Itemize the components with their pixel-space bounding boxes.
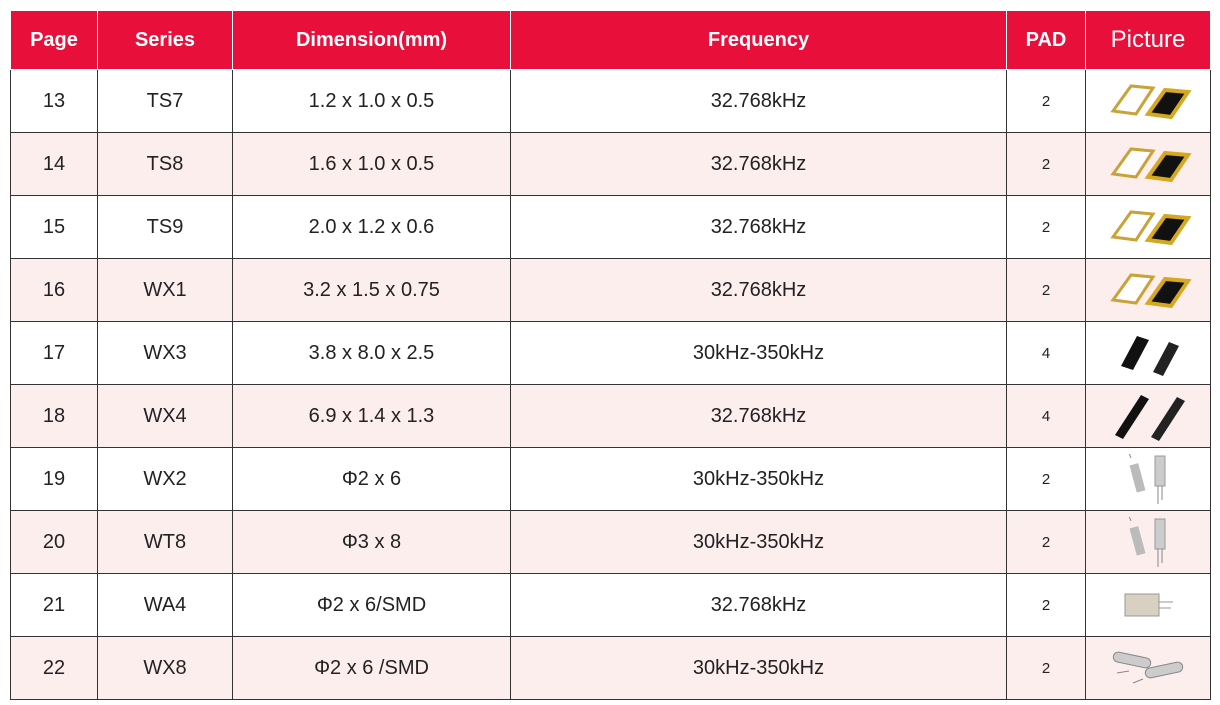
table-cell: 15: [10, 195, 98, 259]
picture-cell: [1085, 132, 1211, 196]
table-cell: 32.768kHz: [510, 384, 1007, 448]
table-cell: 30kHz-350kHz: [510, 321, 1007, 385]
table-cell: 4: [1006, 384, 1086, 448]
picture-cell: [1085, 321, 1211, 385]
table-row: 18 WX4 6.9 x 1.4 x 1.3 32.768kHz 4: [10, 384, 1211, 448]
table-cell: Φ2 x 6: [232, 447, 511, 511]
product-icon: [1103, 139, 1193, 189]
table-cell: 2: [1006, 447, 1086, 511]
header-cell: PAD: [1006, 10, 1086, 70]
picture-cell: [1085, 447, 1211, 511]
table-cell: 32.768kHz: [510, 258, 1007, 322]
table-cell: 30kHz-350kHz: [510, 636, 1007, 700]
table-row: 22 WX8 Φ2 x 6 /SMD 30kHz-350kHz 2: [10, 636, 1211, 700]
table-cell: 30kHz-350kHz: [510, 510, 1007, 574]
table-row: 21 WA4 Φ2 x 6/SMD 32.768kHz 2: [10, 573, 1211, 637]
table-cell: 2: [1006, 636, 1086, 700]
table-cell: 2: [1006, 132, 1086, 196]
table-row: 17 WX3 3.8 x 8.0 x 2.5 30kHz-350kHz 4: [10, 321, 1211, 385]
header-cell: Frequency: [510, 10, 1007, 70]
table-row: 13 TS7 1.2 x 1.0 x 0.5 32.768kHz 2: [10, 69, 1211, 133]
table-cell: 3.8 x 8.0 x 2.5: [232, 321, 511, 385]
table-cell: 2: [1006, 510, 1086, 574]
table-cell: Φ2 x 6/SMD: [232, 573, 511, 637]
table-cell: 6.9 x 1.4 x 1.3: [232, 384, 511, 448]
table-cell: 13: [10, 69, 98, 133]
table-cell: 2: [1006, 69, 1086, 133]
table-row: 15 TS9 2.0 x 1.2 x 0.6 32.768kHz 2: [10, 195, 1211, 259]
table-cell: TS8: [97, 132, 233, 196]
table-cell: WX3: [97, 321, 233, 385]
table-cell: 32.768kHz: [510, 132, 1007, 196]
product-icon: [1103, 265, 1193, 315]
table-cell: 18: [10, 384, 98, 448]
table-cell: 32.768kHz: [510, 69, 1007, 133]
table-row: 19 WX2 Φ2 x 6 30kHz-350kHz 2: [10, 447, 1211, 511]
table-cell: 32.768kHz: [510, 195, 1007, 259]
product-icon: [1103, 391, 1193, 441]
table-cell: 2.0 x 1.2 x 0.6: [232, 195, 511, 259]
picture-cell: [1085, 384, 1211, 448]
product-icon: [1103, 328, 1193, 378]
table-cell: 20: [10, 510, 98, 574]
table-cell: 22: [10, 636, 98, 700]
table-cell: 21: [10, 573, 98, 637]
table-cell: WX2: [97, 447, 233, 511]
table-cell: 2: [1006, 195, 1086, 259]
product-icon: [1103, 580, 1193, 630]
table-cell: WX8: [97, 636, 233, 700]
product-icon: [1103, 202, 1193, 252]
header-row: Page Series Dimension(mm) Frequency PAD …: [10, 10, 1211, 70]
table-cell: WA4: [97, 573, 233, 637]
picture-cell: [1085, 510, 1211, 574]
table-cell: 14: [10, 132, 98, 196]
table-cell: 3.2 x 1.5 x 0.75: [232, 258, 511, 322]
table-cell: 2: [1006, 258, 1086, 322]
table-cell: 32.768kHz: [510, 573, 1007, 637]
table-cell: 19: [10, 447, 98, 511]
table-cell: WT8: [97, 510, 233, 574]
picture-cell: [1085, 258, 1211, 322]
table-row: 14 TS8 1.6 x 1.0 x 0.5 32.768kHz 2: [10, 132, 1211, 196]
table-cell: 30kHz-350kHz: [510, 447, 1007, 511]
product-table: Page Series Dimension(mm) Frequency PAD …: [10, 10, 1211, 700]
header-cell: Series: [97, 10, 233, 70]
table-cell: 17: [10, 321, 98, 385]
table-cell: TS7: [97, 69, 233, 133]
product-icon: [1103, 454, 1193, 504]
header-cell: Dimension(mm): [232, 10, 511, 70]
table-cell: TS9: [97, 195, 233, 259]
picture-cell: [1085, 573, 1211, 637]
table-cell: WX4: [97, 384, 233, 448]
table-cell: 16: [10, 258, 98, 322]
picture-cell: [1085, 69, 1211, 133]
table-cell: Φ3 x 8: [232, 510, 511, 574]
product-icon: [1103, 517, 1193, 567]
table-cell: WX1: [97, 258, 233, 322]
table-cell: 1.6 x 1.0 x 0.5: [232, 132, 511, 196]
product-icon: [1103, 76, 1193, 126]
header-cell: Page: [10, 10, 98, 70]
picture-cell: [1085, 195, 1211, 259]
table-cell: 4: [1006, 321, 1086, 385]
picture-cell: [1085, 636, 1211, 700]
table-cell: 1.2 x 1.0 x 0.5: [232, 69, 511, 133]
table-cell: 2: [1006, 573, 1086, 637]
product-icon: [1103, 643, 1193, 693]
table-row: 20 WT8 Φ3 x 8 30kHz-350kHz 2: [10, 510, 1211, 574]
header-cell: Picture: [1085, 10, 1211, 70]
table-cell: Φ2 x 6 /SMD: [232, 636, 511, 700]
table-body: 13 TS7 1.2 x 1.0 x 0.5 32.768kHz 2 14 TS8 1.6 x…: [10, 69, 1211, 700]
table-row: 16 WX1 3.2 x 1.5 x 0.75 32.768kHz 2: [10, 258, 1211, 322]
